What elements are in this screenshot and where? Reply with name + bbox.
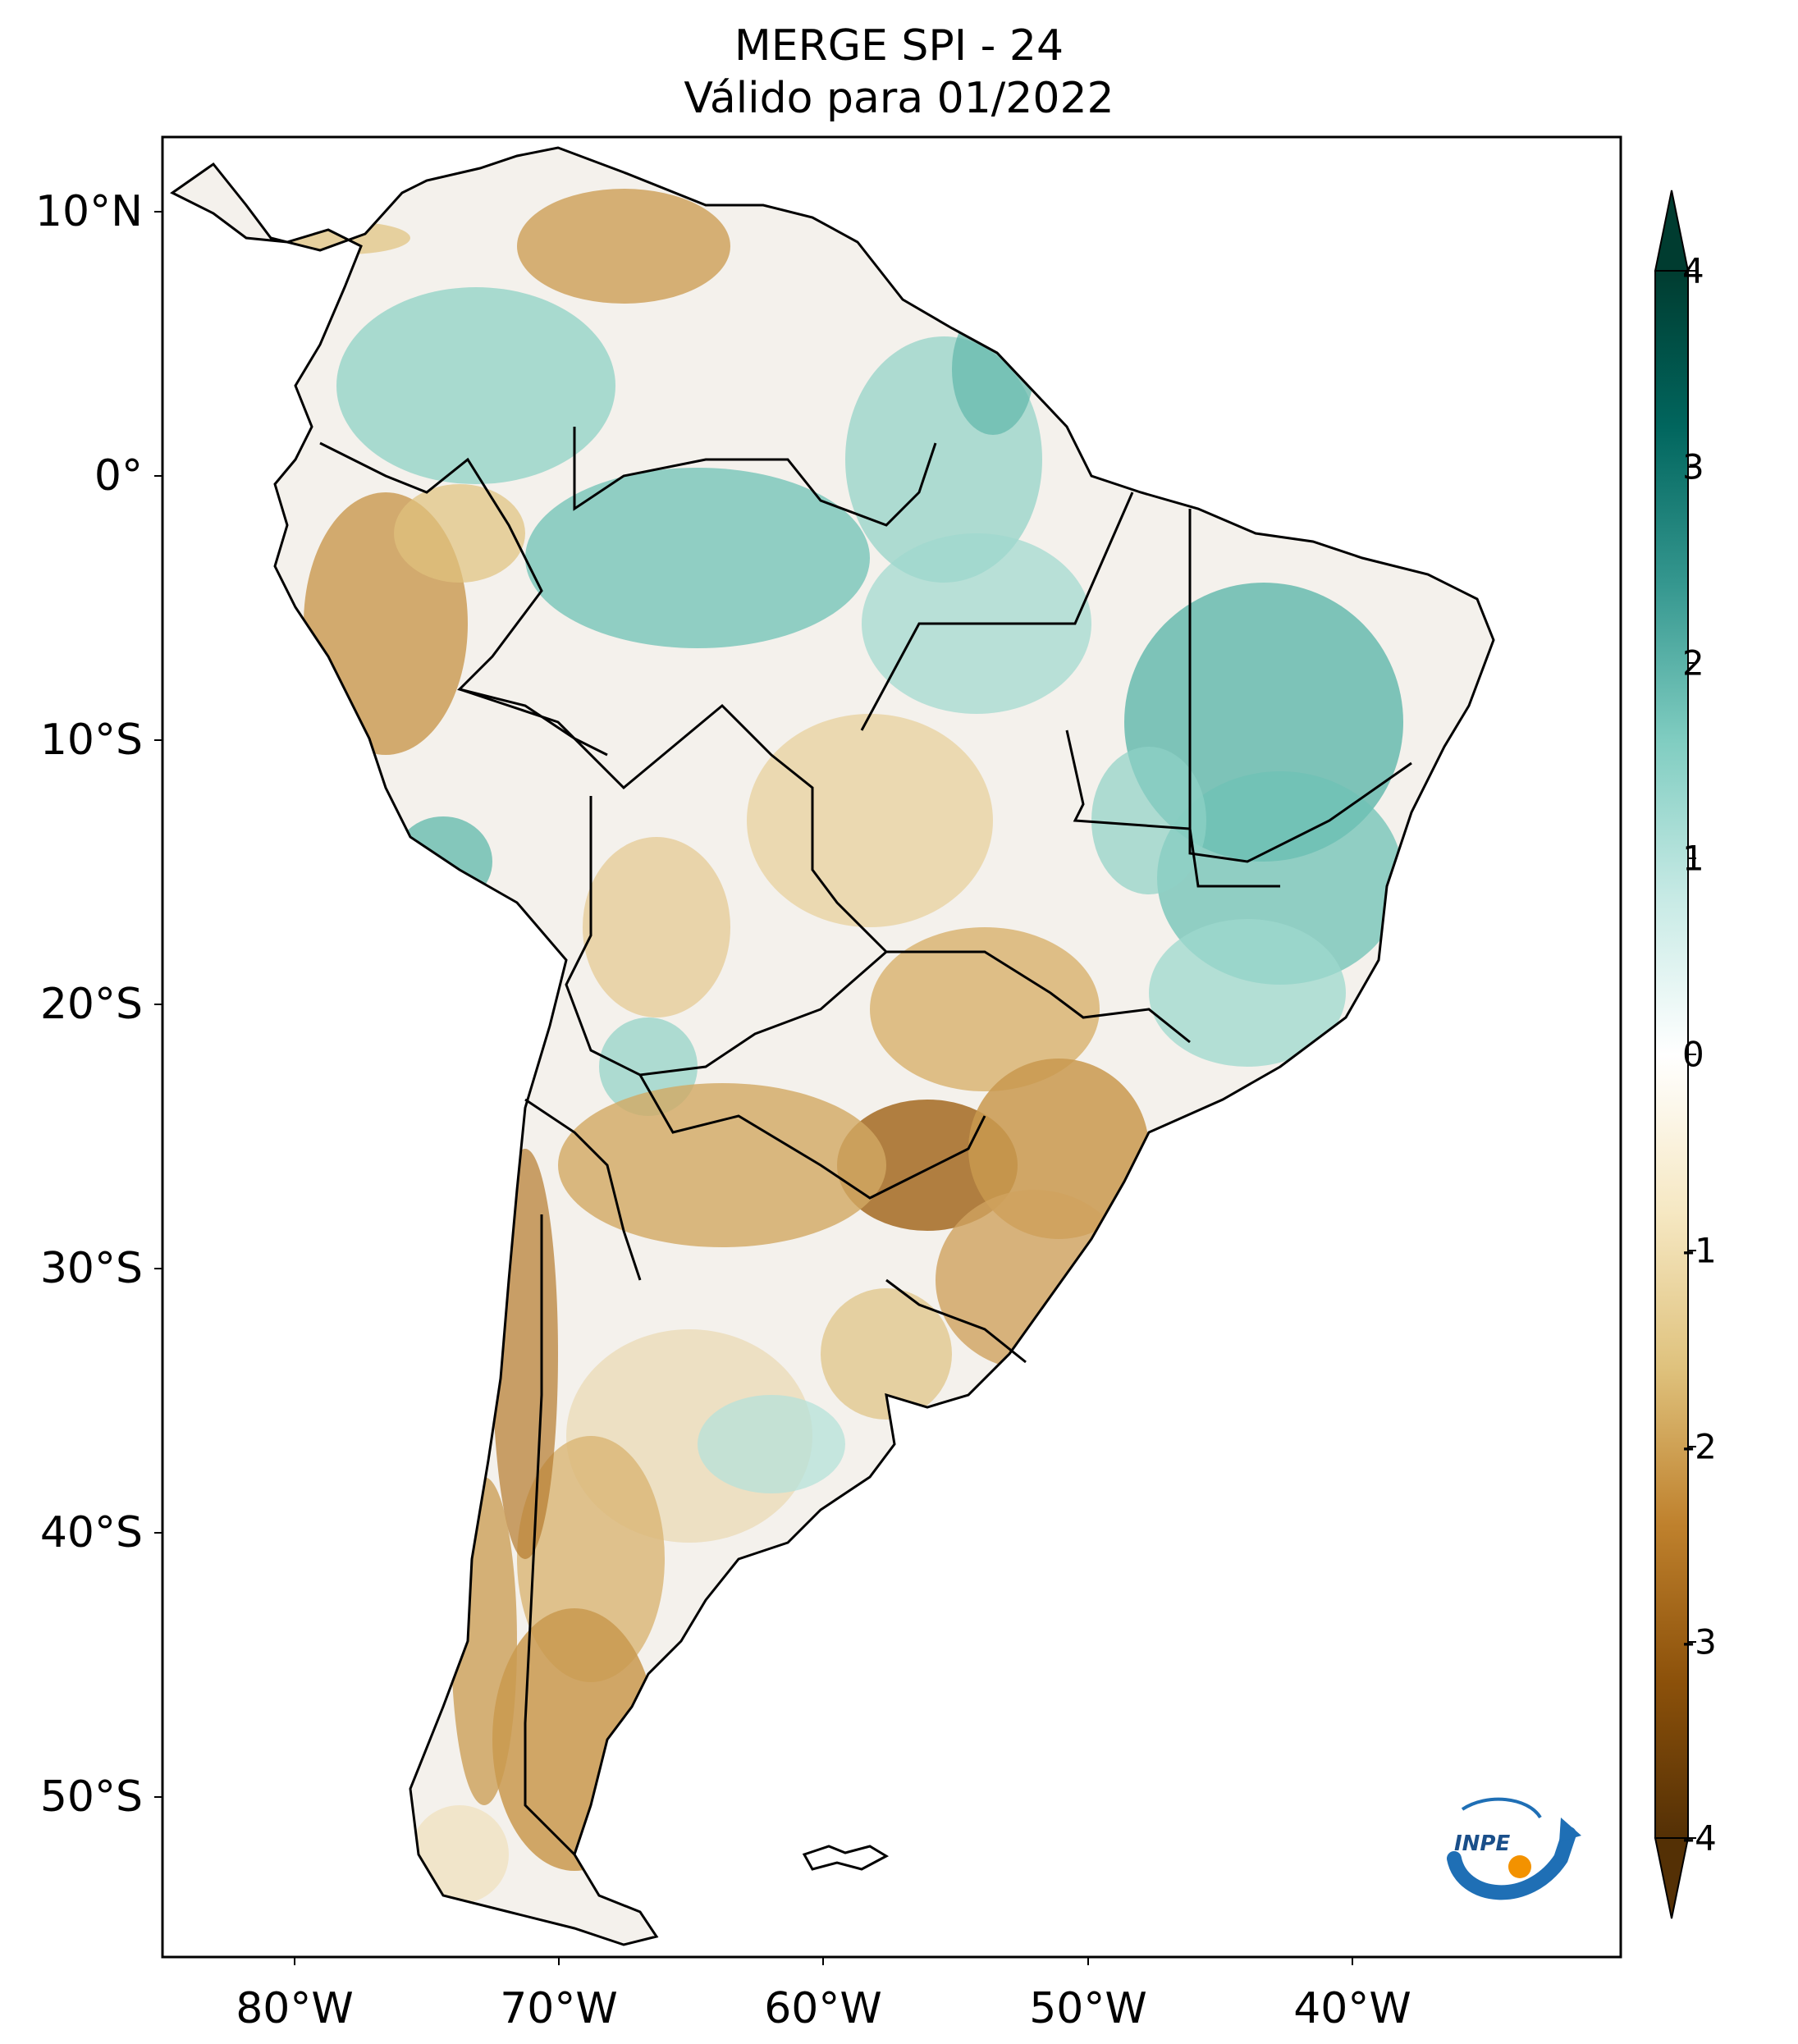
border-brazil-states-a (886, 950, 1191, 1044)
logo-arrow-head (1559, 1818, 1581, 1842)
border-uruguay (885, 1278, 1027, 1364)
lon-label-80w: 80°W (236, 1984, 354, 2033)
coastline (170, 146, 1495, 1946)
lat-label-50s: 50°S (39, 1772, 143, 1822)
colorbar-label-m1: -1 (1682, 1230, 1717, 1271)
lat-label-0: 0° (94, 451, 143, 501)
colorbar-tick-marks (1688, 270, 1696, 1839)
lat-label-40s: 40°S (39, 1508, 143, 1557)
lon-tick-marks (294, 1957, 1353, 1965)
border-paraguay (638, 1074, 986, 1200)
colorbar (1654, 190, 1696, 1919)
logo-swoosh (1447, 1827, 1576, 1900)
colorbar-label-m3: -3 (1682, 1621, 1717, 1662)
colorbar-label-m4: -4 (1682, 1818, 1717, 1859)
chart-title: MERGE SPI - 24 (734, 21, 1064, 71)
inpe-logo: INPE (1447, 1797, 1581, 1900)
logo-sun (1508, 1855, 1531, 1878)
lon-label-50w: 50°W (1029, 1984, 1147, 2033)
border-brazil-north (573, 427, 937, 527)
logo-orbit-arc (1461, 1797, 1542, 1819)
colorbar-label-4: 4 (1682, 250, 1704, 291)
lon-label-70w: 70°W (500, 1984, 618, 2033)
colorbar-extend-min (1654, 1837, 1690, 1919)
colorbar-extend-max (1654, 190, 1690, 272)
border-brazil-states-b (1065, 729, 1280, 888)
lon-label-40w: 40°W (1293, 1984, 1411, 2033)
border-chile-argentina-north (524, 1098, 642, 1281)
lat-label-30s: 30°S (39, 1244, 143, 1293)
country-borders (319, 427, 1412, 1856)
border-chile-argentina-south (524, 1214, 576, 1856)
colorbar-label-m2: -2 (1682, 1426, 1717, 1467)
logo-text: INPE (1454, 1831, 1510, 1856)
border-brazil-states-d (1188, 509, 1412, 863)
chart-subtitle: Válido para 01/2022 (684, 74, 1114, 123)
border-brazil-west (459, 688, 888, 953)
lon-label-60w: 60°W (764, 1984, 882, 2033)
colorbar-label-3: 3 (1682, 446, 1704, 487)
map-frame (161, 135, 1622, 1959)
colorbar-label-1: 1 (1682, 838, 1704, 879)
lat-label-10n: 10°N (34, 187, 143, 236)
border-brazil-states-c (860, 492, 1134, 731)
lat-label-20s: 20°S (39, 980, 143, 1029)
colorbar-label-0: 0 (1682, 1034, 1704, 1075)
colorbar-label-2: 2 (1682, 642, 1704, 684)
falkland-islands (802, 1845, 890, 1871)
lat-label-10s: 10°S (39, 716, 143, 765)
lat-tick-marks (154, 211, 162, 1798)
